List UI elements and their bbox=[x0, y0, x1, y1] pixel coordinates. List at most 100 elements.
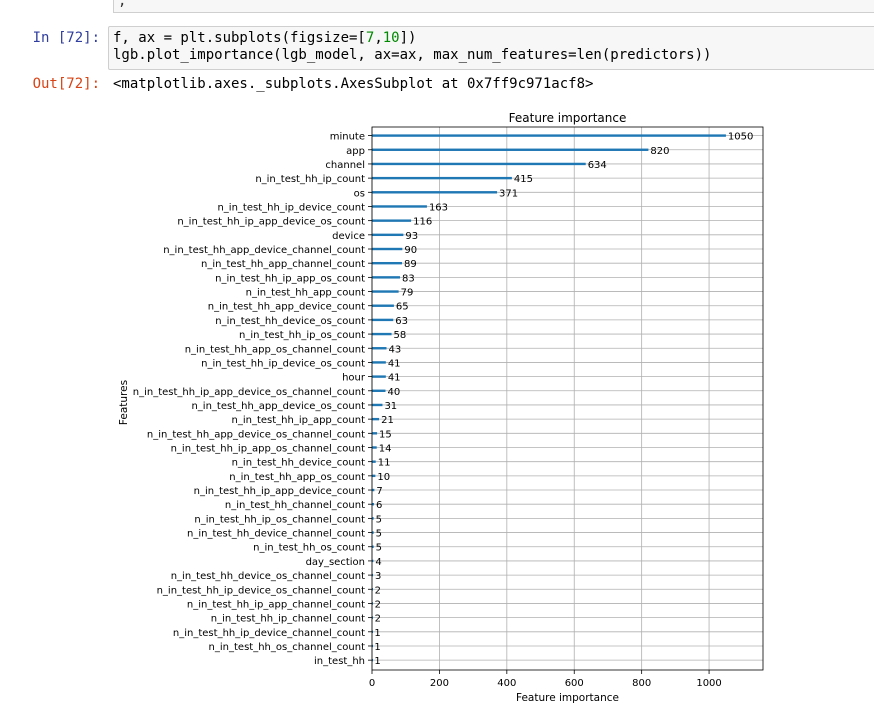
previous-cell[interactable] bbox=[113, 0, 874, 13]
y-tick-label: n_in_test_hh_ip_app_device_count bbox=[194, 486, 365, 497]
bar-app bbox=[372, 148, 649, 151]
bar-n_in_test_hh_ip_device_os_count bbox=[372, 361, 386, 364]
y-tick-label: n_in_test_hh_ip_device_os_channel_count bbox=[157, 585, 365, 596]
y-tick-label: n_in_test_hh_device_os_count bbox=[215, 316, 365, 327]
bar-value-label: 43 bbox=[388, 344, 401, 355]
bar-value-label: 15 bbox=[379, 429, 392, 440]
y-tick-label: n_in_test_hh_channel_count bbox=[225, 500, 365, 511]
bar-os bbox=[372, 191, 498, 194]
y-tick-label: os bbox=[354, 188, 365, 199]
bar-value-label: 4 bbox=[375, 557, 381, 568]
y-tick-label: n_in_test_hh_device_channel_count bbox=[187, 529, 365, 540]
bar-value-label: 371 bbox=[499, 188, 518, 199]
y-tick-label: n_in_test_hh_ip_device_os_count bbox=[201, 358, 365, 369]
bar-value-label: 2 bbox=[375, 599, 381, 610]
bar-n_in_test_hh_ip_device_channel_count bbox=[372, 630, 373, 634]
x-tick-label: 0 bbox=[369, 678, 375, 689]
bar-value-label: 5 bbox=[376, 543, 382, 554]
bar-n_in_test_hh_app_device_os_count bbox=[372, 403, 383, 407]
bar-value-label: 31 bbox=[384, 401, 397, 412]
y-tick-label: n_in_test_hh_ip_device_count bbox=[217, 202, 365, 213]
bar-value-label: 3 bbox=[375, 571, 381, 582]
bar-n_in_test_hh_ip_os_count bbox=[372, 332, 392, 336]
y-tick-label: channel bbox=[325, 160, 365, 171]
bar-n_in_test_hh_app_os_channel_count bbox=[372, 347, 387, 350]
bar-value-label: 14 bbox=[379, 443, 392, 454]
bar-n_in_test_hh_device_os_count bbox=[372, 318, 394, 322]
y-tick-label: n_in_test_hh_ip_os_count bbox=[239, 330, 365, 341]
bar-n_in_test_hh_ip_channel_count bbox=[372, 616, 373, 619]
output-prompt: Out[72]: bbox=[32, 76, 100, 92]
bar-n_in_test_hh_ip_device_count bbox=[372, 205, 427, 208]
output-text: <matplotlib.axes._subplots.AxesSubplot a… bbox=[113, 76, 594, 92]
bar-day_section bbox=[372, 559, 374, 563]
bar-value-label: 41 bbox=[388, 358, 401, 369]
code-cell[interactable] bbox=[108, 26, 874, 70]
y-tick-label: n_in_test_hh_app_os_channel_count bbox=[185, 344, 365, 355]
bar-value-label: 7 bbox=[376, 486, 382, 497]
bar-n_in_test_hh_app_count bbox=[372, 290, 399, 293]
bar-value-label: 163 bbox=[429, 202, 448, 213]
bar-value-label: 5 bbox=[376, 514, 382, 525]
bar-n_in_test_hh_ip_app_os_channel_count bbox=[372, 446, 377, 449]
code-number-height: 10 bbox=[382, 30, 400, 46]
y-tick-label: n_in_test_hh_app_device_count bbox=[208, 302, 365, 313]
bar-n_in_test_hh_app_device_channel_count bbox=[372, 247, 403, 251]
previous-cell-text: , bbox=[118, 0, 127, 9]
x-tick-label: 1000 bbox=[696, 678, 721, 689]
y-tick-label: n_in_test_hh_app_device_channel_count bbox=[163, 245, 365, 256]
y-tick-label: minute bbox=[330, 132, 365, 143]
y-tick-label: n_in_test_hh_app_device_os_channel_count bbox=[147, 429, 365, 440]
bar-n_in_test_hh_device_os_channel_count bbox=[372, 573, 374, 577]
y-tick-label: n_in_test_hh_app_os_count bbox=[229, 472, 365, 483]
y-tick-label: in_test_hh bbox=[314, 656, 365, 667]
bar-n_in_test_hh_ip_app_device_os_count bbox=[372, 219, 412, 222]
bar-value-label: 79 bbox=[401, 288, 414, 299]
y-tick-label: n_in_test_hh_os_count bbox=[253, 543, 365, 554]
bar-value-label: 93 bbox=[405, 231, 418, 242]
bar-device bbox=[372, 233, 404, 237]
x-tick-label: 600 bbox=[565, 678, 584, 689]
bar-value-label: 634 bbox=[588, 160, 607, 171]
bar-n_in_test_hh_ip_app_count bbox=[372, 417, 380, 421]
y-tick-label: n_in_test_hh_ip_device_channel_count bbox=[173, 628, 365, 639]
y-tick-label: n_in_test_hh_ip_app_os_count bbox=[215, 273, 365, 284]
y-tick-label: n_in_test_hh_app_count bbox=[246, 288, 365, 299]
input-prompt: In [72]: bbox=[32, 30, 100, 46]
bar-value-label: 90 bbox=[404, 245, 417, 256]
bar-value-label: 2 bbox=[375, 585, 381, 596]
y-tick-label: n_in_test_hh_app_device_os_count bbox=[191, 401, 365, 412]
bar-value-label: 63 bbox=[395, 316, 408, 327]
code-separator: , bbox=[374, 30, 383, 46]
bar-n_in_test_hh_ip_app_device_os_channel_count bbox=[372, 389, 386, 392]
bar-n_in_test_hh_device_channel_count bbox=[372, 531, 374, 534]
code-number-width: 7 bbox=[365, 30, 375, 46]
y-axis-label: Features bbox=[118, 380, 130, 425]
bar-value-label: 11 bbox=[378, 458, 391, 469]
bar-value-label: 820 bbox=[650, 146, 669, 157]
y-tick-label: n_in_test_hh_ip_count bbox=[255, 174, 365, 185]
y-tick-label: n_in_test_hh_ip_app_count bbox=[232, 415, 366, 426]
bar-value-label: 41 bbox=[388, 373, 401, 384]
y-tick-label: app bbox=[346, 146, 365, 157]
code-line-1-start: f, ax = plt.subplots(figsize=[ bbox=[113, 30, 366, 46]
x-tick-label: 200 bbox=[430, 678, 449, 689]
y-tick-label: n_in_test_hh_app_channel_count bbox=[201, 259, 365, 270]
y-tick-label: day_section bbox=[306, 557, 365, 568]
x-axis-label: Feature importance bbox=[516, 692, 619, 704]
bar-value-label: 83 bbox=[402, 273, 415, 284]
x-tick-label: 400 bbox=[497, 678, 516, 689]
bar-n_in_test_hh_ip_count bbox=[372, 176, 512, 180]
code-line-1: f, ax = plt.subplots(figsize=[7,10]) bbox=[113, 30, 416, 46]
bar-n_in_test_hh_os_count bbox=[372, 545, 374, 548]
bar-value-label: 6 bbox=[376, 500, 382, 511]
bar-n_in_test_hh_ip_device_os_channel_count bbox=[372, 588, 373, 591]
y-tick-label: device bbox=[332, 231, 365, 242]
y-tick-label: n_in_test_hh_ip_app_channel_count bbox=[187, 599, 365, 610]
y-tick-label: n_in_test_hh_ip_os_channel_count bbox=[194, 514, 365, 525]
bar-n_in_test_hh_ip_app_device_count bbox=[372, 488, 375, 492]
bar-value-label: 1 bbox=[374, 628, 380, 639]
bar-value-label: 5 bbox=[376, 529, 382, 540]
bar-value-label: 89 bbox=[404, 259, 417, 270]
y-tick-label: n_in_test_hh_ip_app_os_channel_count bbox=[171, 443, 365, 454]
